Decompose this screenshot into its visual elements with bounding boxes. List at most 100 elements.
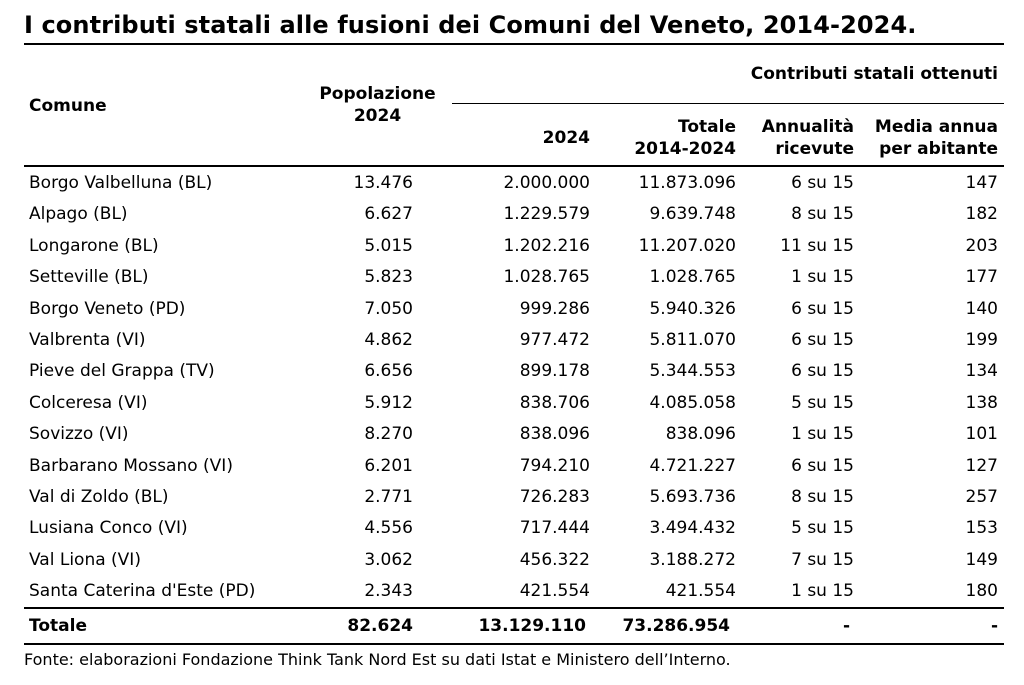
cell-media: 147 (965, 173, 998, 193)
cell-totale: 4.721.227 (649, 455, 736, 476)
cell-pop: 2.771 (364, 487, 413, 507)
cell-totale: 1.028.765 (649, 267, 736, 288)
cell-comune: Colceresa (VI) (29, 392, 148, 413)
cell-c2024: 838.706 (519, 392, 590, 413)
header-media-line2: per abitante (879, 139, 998, 159)
cell-comune: Lusiana Conco (VI) (29, 518, 188, 539)
title-rule (24, 43, 1004, 45)
cell-pop: 4.556 (364, 518, 413, 539)
cell-totale: 5.940.326 (649, 298, 736, 319)
cell-c2024: 421.554 (519, 581, 590, 602)
cell-c2024: 794.210 (519, 455, 590, 476)
cell-media: 177 (965, 267, 998, 288)
total-pop: 82.624 (347, 616, 413, 636)
cell-annualita: 6 su 15 (791, 455, 854, 476)
cell-annualita: 5 su 15 (791, 518, 854, 539)
total-totale: 73.286.954 (622, 616, 730, 636)
cell-comune: Longarone (BL) (29, 235, 159, 256)
cell-pop: 6.627 (364, 204, 413, 225)
total-c2024: 13.129.110 (478, 616, 586, 636)
cell-media: 134 (965, 361, 998, 382)
header-pop-line2: 2024 (353, 106, 402, 126)
header-media-line1: Media annua (874, 117, 998, 137)
total-annualita: - (842, 616, 850, 636)
cell-annualita: 6 su 15 (791, 361, 854, 382)
cell-annualita: 6 su 15 (791, 330, 854, 350)
cell-pop: 5.823 (364, 267, 413, 288)
cell-media: 149 (965, 549, 998, 570)
cell-totale: 838.096 (665, 424, 736, 445)
cell-annualita: 1 su 15 (791, 424, 854, 445)
cell-comune: Alpago (BL) (29, 204, 128, 225)
cell-c2024: 899.178 (519, 361, 590, 382)
cell-c2024: 838.096 (519, 424, 590, 445)
cell-annualita: 6 su 15 (791, 298, 854, 319)
table-title: I contributi statali alle fusioni dei Co… (24, 11, 917, 39)
cell-c2024: 1.202.216 (503, 235, 590, 256)
cell-annualita: 8 su 15 (791, 204, 854, 225)
total-rule-top (24, 607, 1004, 609)
cell-totale: 5.811.070 (649, 330, 736, 350)
cell-comune: Santa Caterina d'Este (PD) (29, 581, 256, 602)
cell-pop: 3.062 (364, 549, 413, 570)
cell-pop: 7.050 (364, 298, 413, 319)
cell-pop: 8.270 (364, 424, 413, 445)
cell-media: 199 (965, 330, 998, 350)
cell-media: 127 (965, 455, 998, 476)
cell-totale: 9.639.748 (649, 204, 736, 225)
cell-c2024: 1.229.579 (503, 204, 590, 225)
source-note: Fonte: elaborazioni Fondazione Think Tan… (24, 650, 731, 669)
cell-c2024: 999.286 (519, 298, 590, 319)
cell-annualita: 1 su 15 (791, 267, 854, 288)
cell-totale: 5.693.736 (649, 487, 736, 507)
header-group: Contributi statali ottenuti (750, 64, 998, 84)
cell-annualita: 6 su 15 (791, 173, 854, 193)
cell-pop: 5.015 (364, 235, 413, 256)
cell-media: 138 (965, 392, 998, 413)
total-rule-bottom (24, 643, 1004, 645)
total-label: Totale (29, 616, 87, 636)
cell-totale: 3.494.432 (649, 518, 736, 539)
cell-annualita: 11 su 15 (780, 235, 854, 256)
cell-comune: Valbrenta (VI) (29, 330, 146, 350)
cell-pop: 13.476 (353, 173, 413, 193)
header-totale-line2: 2014-2024 (634, 139, 736, 159)
cell-comune: Pieve del Grappa (TV) (29, 361, 215, 382)
cell-totale: 421.554 (665, 581, 736, 602)
cell-totale: 11.207.020 (638, 235, 736, 256)
cell-media: 180 (965, 581, 998, 602)
cell-media: 140 (965, 298, 998, 319)
cell-annualita: 5 su 15 (791, 392, 854, 413)
cell-comune: Borgo Valbelluna (BL) (29, 173, 213, 193)
cell-media: 101 (965, 424, 998, 445)
header-rule (24, 165, 1004, 167)
header-annualita-line2: ricevute (775, 139, 854, 159)
cell-comune: Borgo Veneto (PD) (29, 298, 186, 319)
cell-c2024: 2.000.000 (503, 173, 590, 193)
header-c2024-line2: 2024 (542, 128, 590, 148)
cell-pop: 4.862 (364, 330, 413, 350)
cell-pop: 5.912 (364, 392, 413, 413)
cell-comune: Sovizzo (VI) (29, 424, 129, 445)
header-annualita-line1: Annualità (761, 117, 854, 137)
cell-pop: 6.656 (364, 361, 413, 382)
header-pop-line1: Popolazione (319, 84, 436, 104)
group-rule (452, 103, 1004, 104)
cell-totale: 11.873.096 (638, 173, 736, 193)
cell-c2024: 977.472 (519, 330, 590, 350)
header-totale-line1: Totale (678, 117, 736, 137)
cell-annualita: 8 su 15 (791, 487, 854, 507)
cell-totale: 5.344.553 (649, 361, 736, 382)
cell-comune: Val di Zoldo (BL) (29, 487, 169, 507)
cell-comune: Barbarano Mossano (VI) (29, 455, 233, 476)
cell-media: 153 (965, 518, 998, 539)
cell-pop: 2.343 (364, 581, 413, 602)
cell-media: 182 (965, 204, 998, 225)
cell-media: 257 (965, 487, 998, 507)
cell-comune: Val Liona (VI) (29, 549, 141, 570)
cell-media: 203 (965, 235, 998, 256)
cell-c2024: 456.322 (519, 549, 590, 570)
cell-c2024: 1.028.765 (503, 267, 590, 288)
cell-annualita: 7 su 15 (791, 549, 854, 570)
